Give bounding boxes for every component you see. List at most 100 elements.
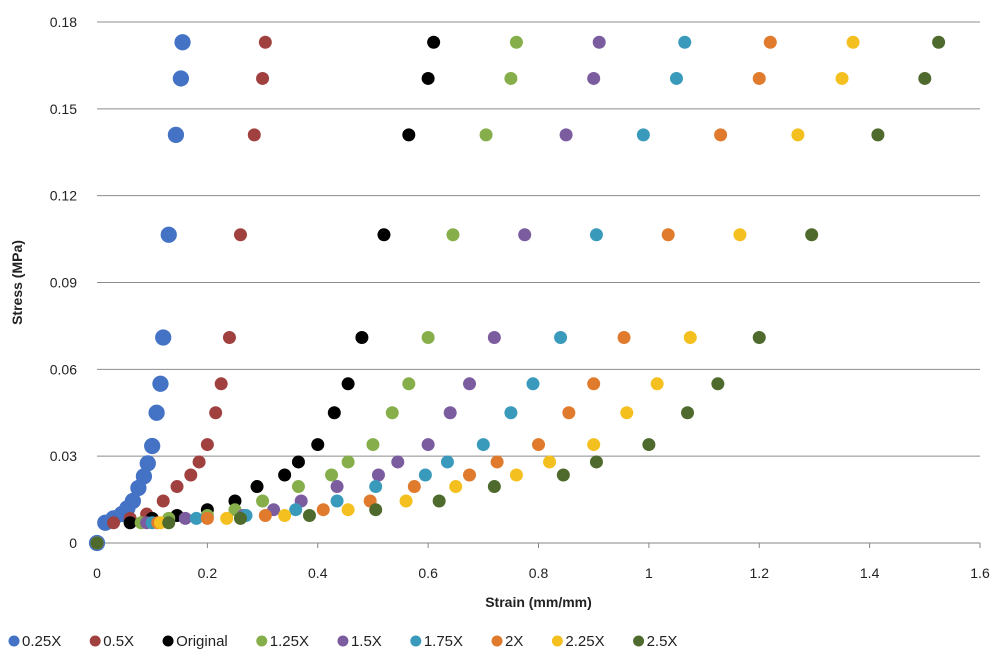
data-point [184,468,198,482]
data-point [479,128,493,142]
data-point [256,71,270,85]
x-tick-label: 0.8 [529,565,549,581]
data-point [90,536,104,550]
data-point [214,377,228,391]
data-point [432,494,446,508]
data-point [532,438,545,452]
legend-item: Original [162,633,228,650]
x-tick-label: 1.4 [860,565,880,581]
legend-marker [8,635,20,647]
data-point [341,503,355,517]
legend-label: 2.25X [565,633,604,650]
data-point [556,468,570,482]
data-point [278,468,292,482]
legend-marker [410,635,422,647]
data-point [385,406,399,420]
data-point [592,35,606,49]
data-point [291,480,305,494]
data-point [636,128,650,142]
y-tick-label: 0 [69,535,77,551]
data-point [463,468,477,482]
data-point [490,455,504,469]
data-point [148,404,165,421]
legend-label: 0.25X [22,633,61,650]
data-point [476,438,490,452]
data-point [178,511,192,525]
data-point [192,455,206,469]
legend-label: Original [176,633,228,650]
legend-item: 1.5X [337,633,382,650]
data-points [88,34,946,552]
y-axis-title: Stress (MPa) [9,240,25,325]
y-tick-label: 0.03 [50,448,77,464]
data-point [449,480,463,494]
legend-item: 0.25X [8,633,61,650]
data-point [805,228,819,242]
data-point [589,228,603,242]
data-point [124,492,141,510]
x-tick-label: 1 [645,565,653,581]
x-tick-label: 0.2 [198,565,218,581]
data-point [209,406,223,420]
data-point [200,511,214,525]
data-point [554,330,568,344]
series-2X [90,35,777,550]
data-point [661,228,675,242]
data-point [518,228,532,242]
x-axis-title: Strain (mm/mm) [485,594,592,610]
x-tick-label: 1.6 [970,565,990,581]
data-point [327,406,341,420]
data-point [139,455,156,472]
series-0.5X [90,35,272,550]
data-point [247,128,261,142]
legend-label: 2.5X [647,633,678,650]
series-2.5X [90,35,946,550]
legend-label: 0.5X [103,633,134,650]
series-1.75X [90,35,692,550]
legend-item: 0.5X [89,633,134,650]
legend-item: 2.5X [633,633,677,650]
data-point [289,503,303,517]
legend-marker [89,635,101,647]
x-tick-label: 0.6 [418,565,438,581]
data-point [155,329,172,346]
data-point [377,228,391,242]
legend-label: 1.75X [424,633,463,650]
data-point [341,377,355,391]
data-point [200,438,214,452]
data-point [620,406,634,420]
data-point [258,509,272,523]
data-point [369,480,383,494]
data-point [678,35,692,49]
data-point [589,455,603,469]
series-1.5X [90,35,606,550]
data-point [559,128,573,142]
data-point [918,71,932,85]
data-point [446,228,460,242]
data-point [278,509,292,523]
data-point [526,377,540,391]
x-tick-label: 1.2 [750,565,770,581]
x-tick-label: 0 [93,565,101,581]
data-point [846,35,860,49]
data-point [835,71,849,85]
data-point [669,71,683,85]
data-point [233,511,247,525]
data-point [932,35,946,49]
data-point [330,480,344,494]
data-point [258,35,272,49]
data-point [302,509,316,523]
y-tick-label: 0.06 [50,361,77,377]
data-point [341,455,355,469]
legend-marker [337,635,349,647]
data-point [371,468,385,482]
data-point [369,503,383,517]
data-point [291,455,305,469]
data-point [421,330,435,344]
legend-marker [256,635,268,647]
data-point [144,437,161,455]
data-point [487,480,501,494]
data-point [189,511,203,525]
legend-marker [491,635,503,647]
y-tick-label: 0.18 [50,14,77,30]
